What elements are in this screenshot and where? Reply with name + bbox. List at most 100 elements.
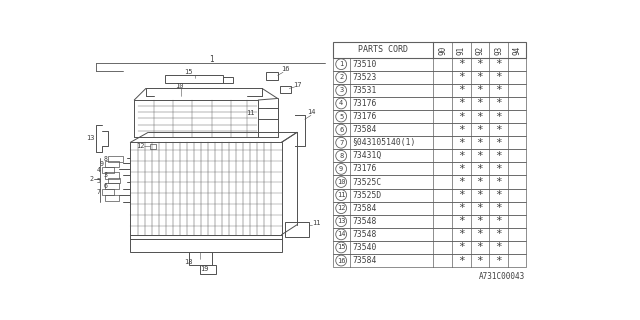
Text: *: * [458, 125, 465, 135]
Bar [131, 239, 282, 252]
Text: *: * [495, 72, 502, 82]
Text: *: * [495, 229, 502, 239]
Text: 10: 10 [337, 179, 346, 185]
Text: 3: 3 [103, 172, 107, 179]
Text: *: * [458, 216, 465, 226]
Bar [105, 161, 119, 167]
Text: *: * [458, 72, 465, 82]
Bar [333, 123, 526, 136]
Text: 73531: 73531 [352, 86, 376, 95]
Text: *: * [477, 85, 483, 95]
Bar [333, 97, 526, 110]
Text: *: * [458, 59, 465, 69]
Bar [280, 86, 291, 93]
Bar [333, 42, 526, 58]
Text: 91: 91 [457, 45, 466, 55]
Text: 5: 5 [339, 114, 343, 120]
Text: 73431Q: 73431Q [352, 151, 381, 160]
Text: *: * [495, 151, 502, 161]
Text: 10: 10 [175, 83, 184, 89]
Text: 73584: 73584 [352, 256, 376, 265]
Text: *: * [477, 177, 483, 187]
Bar [333, 175, 526, 188]
Text: *: * [458, 203, 465, 213]
Text: 17: 17 [292, 82, 301, 88]
Text: PARTS CORD: PARTS CORD [358, 45, 408, 54]
Text: *: * [495, 125, 502, 135]
Text: 73584: 73584 [352, 125, 376, 134]
Text: 1: 1 [209, 55, 214, 64]
Text: 4: 4 [97, 167, 101, 173]
Text: *: * [495, 256, 502, 266]
Text: *: * [477, 164, 483, 174]
Text: *: * [477, 72, 483, 82]
Text: 73523: 73523 [352, 73, 376, 82]
Text: *: * [458, 112, 465, 122]
Text: 12: 12 [136, 143, 145, 149]
Text: 15: 15 [337, 244, 346, 251]
Text: 73176: 73176 [352, 164, 376, 173]
Bar [285, 222, 308, 237]
Text: *: * [495, 203, 502, 213]
Text: 8: 8 [339, 153, 343, 159]
Text: 14: 14 [307, 108, 316, 115]
Text: 6: 6 [103, 183, 107, 189]
Text: *: * [495, 177, 502, 187]
Text: 9: 9 [339, 166, 343, 172]
Bar [333, 162, 526, 175]
Text: 19: 19 [200, 266, 208, 272]
Text: 1: 1 [339, 61, 343, 67]
Text: 14: 14 [337, 231, 346, 237]
Text: 90: 90 [438, 45, 447, 55]
Text: 16: 16 [281, 66, 290, 72]
Bar [333, 228, 526, 241]
Text: 3: 3 [339, 87, 343, 93]
Text: *: * [477, 125, 483, 135]
Bar [266, 72, 278, 80]
Text: 94: 94 [513, 45, 522, 55]
Text: *: * [477, 229, 483, 239]
Bar [333, 71, 526, 84]
Text: *: * [495, 112, 502, 122]
Bar [333, 215, 526, 228]
Text: 15: 15 [184, 69, 193, 75]
Text: *: * [458, 151, 465, 161]
Bar [189, 252, 212, 265]
Text: *: * [495, 243, 502, 252]
Text: 6: 6 [339, 127, 343, 133]
Text: 8: 8 [103, 156, 107, 162]
Text: 16: 16 [337, 258, 346, 264]
Text: *: * [495, 216, 502, 226]
Text: §043105140(1): §043105140(1) [352, 138, 415, 147]
Text: 73525D: 73525D [352, 191, 381, 200]
Text: 73548: 73548 [352, 230, 376, 239]
Bar [131, 142, 282, 235]
Text: *: * [495, 164, 502, 174]
Bar [165, 75, 223, 83]
Text: 11: 11 [246, 110, 255, 116]
Text: 4: 4 [339, 100, 343, 107]
Text: 93: 93 [494, 45, 503, 55]
Bar [333, 254, 526, 267]
Text: *: * [477, 203, 483, 213]
Text: *: * [458, 164, 465, 174]
Text: *: * [495, 190, 502, 200]
Text: 73176: 73176 [352, 99, 376, 108]
Text: *: * [458, 190, 465, 200]
Text: *: * [458, 256, 465, 266]
Text: *: * [477, 151, 483, 161]
Text: *: * [477, 216, 483, 226]
Bar [150, 144, 156, 148]
Text: *: * [458, 85, 465, 95]
Bar [333, 188, 526, 202]
Text: *: * [495, 59, 502, 69]
Text: *: * [458, 243, 465, 252]
Text: *: * [495, 99, 502, 108]
Text: 73525C: 73525C [352, 178, 381, 187]
Text: *: * [477, 138, 483, 148]
Text: *: * [477, 243, 483, 252]
Bar [102, 189, 114, 196]
Text: 9: 9 [100, 161, 104, 167]
Text: 73540: 73540 [352, 243, 376, 252]
Text: *: * [458, 99, 465, 108]
